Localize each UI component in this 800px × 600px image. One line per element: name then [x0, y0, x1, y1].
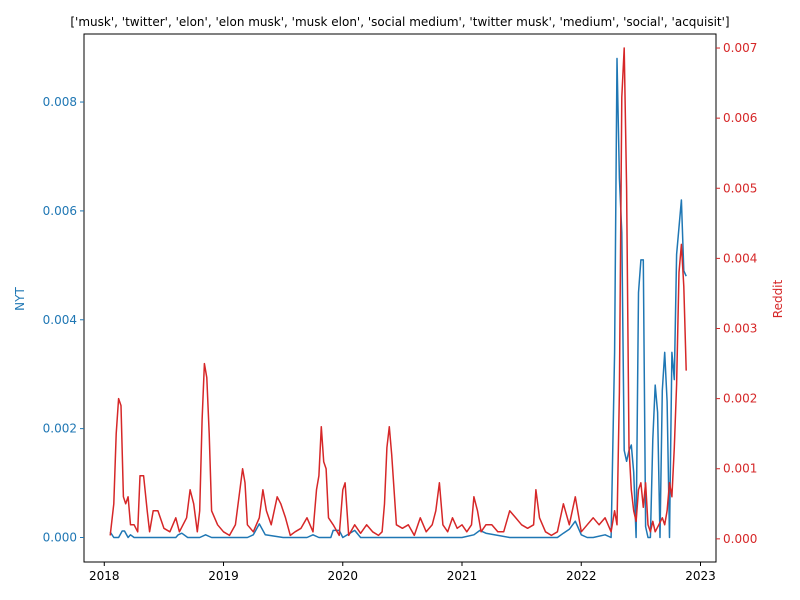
right-tick-label: 0.005 — [723, 181, 757, 195]
right-y-axis: 0.000 0.001 0.002 0.003 0.004 0.005 0.006 0.007 — [716, 41, 757, 546]
left-axis-label: NYT — [13, 287, 27, 311]
right-axis-label: Reddit — [771, 279, 785, 318]
right-tick-label: 0.003 — [723, 322, 757, 336]
x-tick-label: 2018 — [89, 569, 120, 583]
left-y-axis: 0.000 0.002 0.004 0.006 0.008 — [43, 95, 84, 545]
chart-title: ['musk', 'twitter', 'elon', 'elon musk',… — [70, 15, 729, 29]
left-tick-label: 0.002 — [43, 422, 77, 436]
left-tick-label: 0.000 — [43, 531, 77, 545]
left-tick-label: 0.004 — [43, 313, 77, 327]
right-tick-label: 0.001 — [723, 462, 757, 476]
right-tick-label: 0.000 — [723, 532, 757, 546]
right-tick-label: 0.004 — [723, 251, 757, 265]
series-line-right — [109, 47, 687, 537]
right-tick-label: 0.007 — [723, 41, 757, 55]
x-tick-label: 2021 — [447, 569, 478, 583]
x-tick-label: 2019 — [208, 569, 239, 583]
plot-frame — [83, 33, 717, 563]
axes — [83, 33, 717, 563]
left-tick-label: 0.008 — [43, 95, 77, 109]
x-tick-label: 2022 — [566, 569, 597, 583]
x-axis: 2018 2019 2020 2021 2022 2023 — [89, 562, 716, 583]
right-tick-label: 0.002 — [723, 392, 757, 406]
x-tick-label: 2023 — [685, 569, 716, 583]
plot-area — [109, 47, 687, 539]
x-tick-label: 2020 — [327, 569, 358, 583]
series-line-left — [109, 57, 687, 539]
right-tick-label: 0.006 — [723, 111, 757, 125]
left-tick-label: 0.006 — [43, 204, 77, 218]
